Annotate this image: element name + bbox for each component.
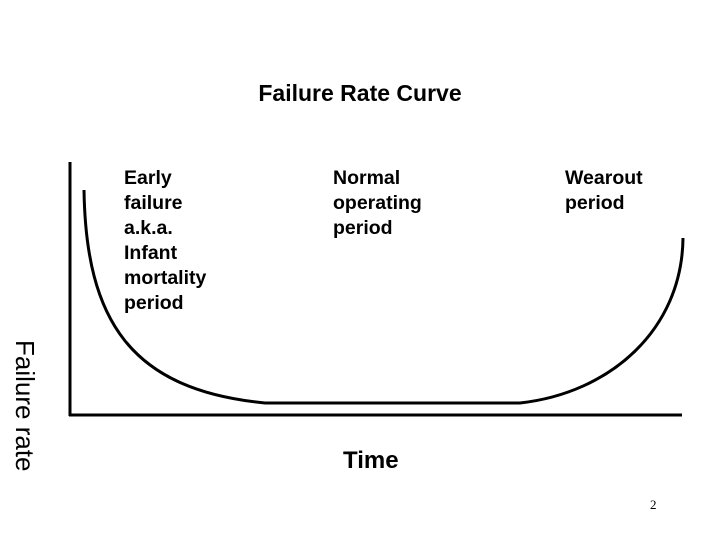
normal-operating-label: Normal operating period bbox=[333, 167, 422, 239]
bathtub-curve bbox=[82, 189, 685, 405]
page-number: 2 bbox=[650, 497, 657, 512]
y-axis-label: Failure rate bbox=[10, 340, 40, 472]
early-failure-label: Early failure a.k.a. Infant mortality pe… bbox=[124, 167, 207, 314]
slide-title: Failure Rate Curve bbox=[258, 80, 462, 106]
x-axis-label: Time bbox=[343, 447, 399, 474]
wearout-label: Wearout period bbox=[565, 167, 643, 214]
